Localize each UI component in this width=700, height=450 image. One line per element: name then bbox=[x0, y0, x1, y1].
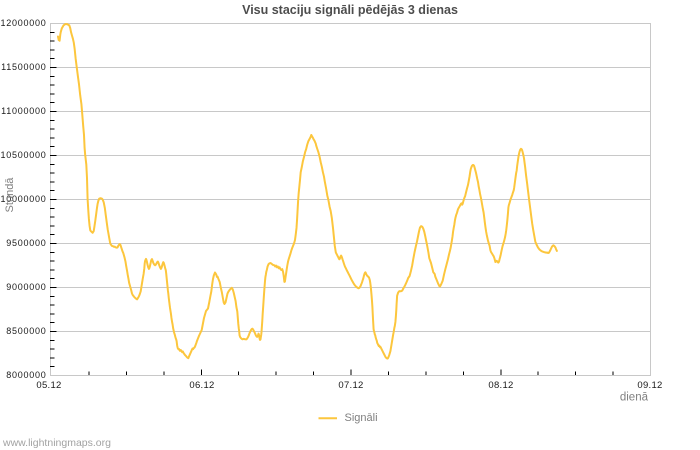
svg-text:Stundā: Stundā bbox=[4, 177, 16, 213]
svg-text:06.12: 06.12 bbox=[189, 380, 214, 391]
svg-text:9000000: 9000000 bbox=[6, 282, 46, 292]
svg-text:10500000: 10500000 bbox=[0, 150, 46, 160]
svg-text:8000000: 8000000 bbox=[6, 370, 46, 380]
svg-text:05.12: 05.12 bbox=[36, 380, 61, 391]
svg-text:09.12: 09.12 bbox=[637, 380, 662, 391]
svg-text:www.lightningmaps.org: www.lightningmaps.org bbox=[2, 437, 111, 449]
svg-text:11500000: 11500000 bbox=[1, 62, 46, 72]
svg-text:11000000: 11000000 bbox=[1, 106, 46, 116]
svg-text:08.12: 08.12 bbox=[488, 380, 513, 391]
svg-text:07.12: 07.12 bbox=[338, 380, 363, 391]
svg-text:Signāli: Signāli bbox=[345, 412, 378, 424]
svg-text:dienā: dienā bbox=[620, 392, 649, 404]
svg-text:Visu staciju signāli pēdējās 3: Visu staciju signāli pēdējās 3 dienas bbox=[242, 3, 458, 17]
svg-text:8500000: 8500000 bbox=[6, 326, 46, 336]
svg-text:10000000: 10000000 bbox=[0, 194, 46, 204]
svg-text:9500000: 9500000 bbox=[6, 238, 46, 248]
svg-text:12000000: 12000000 bbox=[0, 18, 46, 28]
